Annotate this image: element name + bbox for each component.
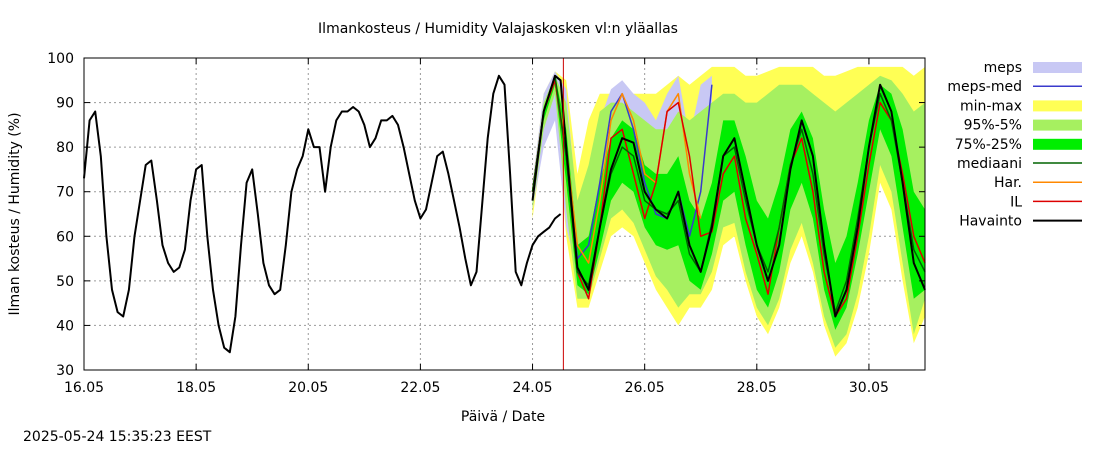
legend-swatch-meps <box>1033 62 1082 73</box>
timestamp: 2025-05-24 15:35:23 EEST <box>23 429 212 445</box>
legend-swatch-95-5 <box>1033 119 1082 131</box>
y-tick-label: 90 <box>56 96 74 112</box>
legend-label-meps: meps <box>984 60 1022 76</box>
legend-label-mediaani: mediaani <box>957 156 1022 172</box>
legend-label-95-5: 95%-5% <box>964 118 1022 134</box>
x-tick-label: 20.05 <box>288 380 328 396</box>
x-axis-label: Päivä / Date <box>461 409 545 425</box>
legend-label-meps-med: meps-med <box>947 79 1022 95</box>
x-tick-label: 22.05 <box>400 380 440 396</box>
lines-layer <box>83 74 926 354</box>
legend-swatch-75-25 <box>1033 138 1082 150</box>
plot-frame <box>83 57 926 371</box>
y-axis-label: Ilman kosteus / Humidity (%) <box>7 112 23 315</box>
y-tick-label: 60 <box>56 229 74 245</box>
x-tick-label: 16.05 <box>64 380 104 396</box>
y-tick-label: 100 <box>47 51 74 67</box>
legend-label-min-max: min-max <box>960 98 1022 114</box>
observation-line <box>83 74 562 354</box>
series-line-havainto <box>531 74 926 318</box>
x-axis-ticks: 16.05 18.05 20.05 22.05 24.05 26.05 28.05 30.05 <box>64 58 889 396</box>
chart-title: Ilmankosteus / Humidity Valajaskosken vl… <box>318 21 678 37</box>
bands-layer <box>532 66 925 357</box>
y-tick-label: 30 <box>56 363 74 379</box>
legend-label-il: IL <box>1010 194 1022 210</box>
legend-label-havainto: Havainto <box>959 214 1022 230</box>
x-tick-label: 18.05 <box>176 380 216 396</box>
x-tick-label: 26.05 <box>625 380 665 396</box>
y-axis-ticks: 30 40 50 60 70 80 90 100 <box>47 51 925 379</box>
y-tick-label: 70 <box>56 185 74 201</box>
x-tick-label: 30.05 <box>849 380 889 396</box>
x-tick-label: 24.05 <box>512 380 552 396</box>
legend: meps meps-med min-max 95%-5% 75%-25% mediaani… <box>947 60 1082 230</box>
legend-label-75-25: 75%-25% <box>955 137 1022 153</box>
y-tick-label: 80 <box>56 140 74 156</box>
legend-swatch-min-max <box>1033 100 1082 112</box>
legend-label-har: Har. <box>994 175 1022 191</box>
x-tick-label: 28.05 <box>737 380 777 396</box>
y-tick-label: 40 <box>56 318 74 334</box>
y-tick-label: 50 <box>56 274 74 290</box>
